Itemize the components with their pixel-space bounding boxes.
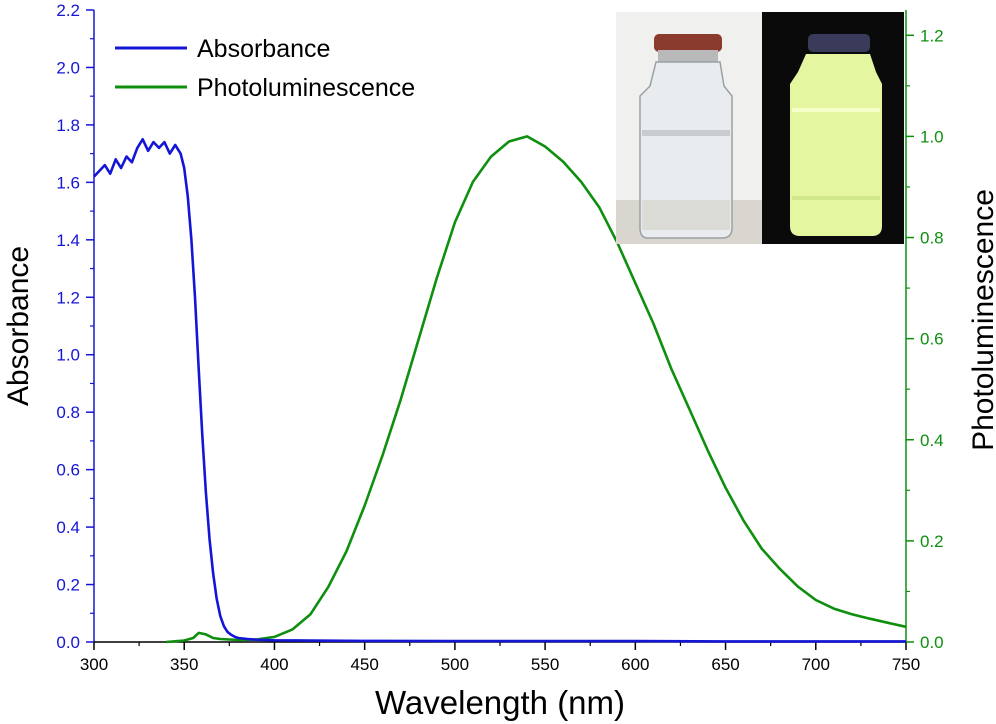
y-right-axis-title: Photoluminescence: [967, 189, 996, 451]
x-tick-label: 400: [260, 655, 288, 674]
x-tick-label: 600: [621, 655, 649, 674]
x-tick-label: 350: [170, 655, 198, 674]
absorbance-series-line: [93, 138, 906, 643]
y-left-axis-title: Absorbance: [2, 246, 35, 406]
y-right-tick-label: 1.2: [920, 26, 944, 45]
x-tick-label: 300: [80, 655, 108, 674]
y-right-tick-label: 0.4: [920, 431, 944, 450]
vial-photos-inset: [616, 12, 904, 244]
x-tick-label: 450: [350, 655, 378, 674]
y-left-tick-label: 2.2: [56, 1, 80, 20]
y-right-axis-ticks: 0.0 0.2 0.4 0.6 0.8 1.0 1.2: [906, 26, 944, 652]
y-left-tick-label: 1.0: [56, 346, 80, 365]
x-axis-title: Wavelength (nm): [375, 684, 625, 721]
y-left-tick-label: 2.0: [56, 58, 80, 77]
vial-cap: [654, 34, 722, 52]
ambient-light-vial-photo: [616, 12, 762, 244]
y-right-tick-label: 0.0: [920, 633, 944, 652]
y-right-tick-label: 0.6: [920, 330, 944, 349]
y-left-tick-label: 1.2: [56, 288, 80, 307]
x-tick-label: 750: [892, 655, 920, 674]
y-right-tick-label: 0.8: [920, 229, 944, 248]
y-left-tick-label: 0.4: [56, 518, 80, 537]
uv-light-vial-photo: [762, 12, 904, 244]
y-left-tick-label: 0.8: [56, 403, 80, 422]
y-left-tick-label: 1.4: [56, 231, 80, 250]
y-left-axis-ticks: 0.0 0.2 0.4 0.6 0.8 1.0 1.2 1.4 1.6 1.8 2.0 2.2: [56, 1, 94, 652]
y-left-tick-label: 0.6: [56, 461, 80, 480]
y-left-tick-label: 0.0: [56, 633, 80, 652]
x-tick-label: 650: [711, 655, 739, 674]
x-tick-label: 500: [441, 655, 469, 674]
x-tick-label: 700: [802, 655, 830, 674]
photoluminescence-series-line: [166, 135, 907, 644]
legend-absorbance-label: Absorbance: [197, 35, 330, 63]
legend-photoluminescence-label: Photoluminescence: [197, 74, 415, 102]
y-left-tick-label: 1.6: [56, 173, 80, 192]
x-axis-ticks: 300 350 400 450 500 550 600 650 700 750: [80, 642, 920, 674]
y-left-tick-label: 0.2: [56, 576, 80, 595]
y-left-tick-label: 1.8: [56, 116, 80, 135]
y-right-tick-label: 0.2: [920, 532, 944, 551]
legend: Absorbance Photoluminescence: [115, 35, 415, 102]
vial-cap: [808, 34, 870, 52]
x-tick-label: 550: [531, 655, 559, 674]
y-right-tick-label: 1.0: [920, 127, 944, 146]
